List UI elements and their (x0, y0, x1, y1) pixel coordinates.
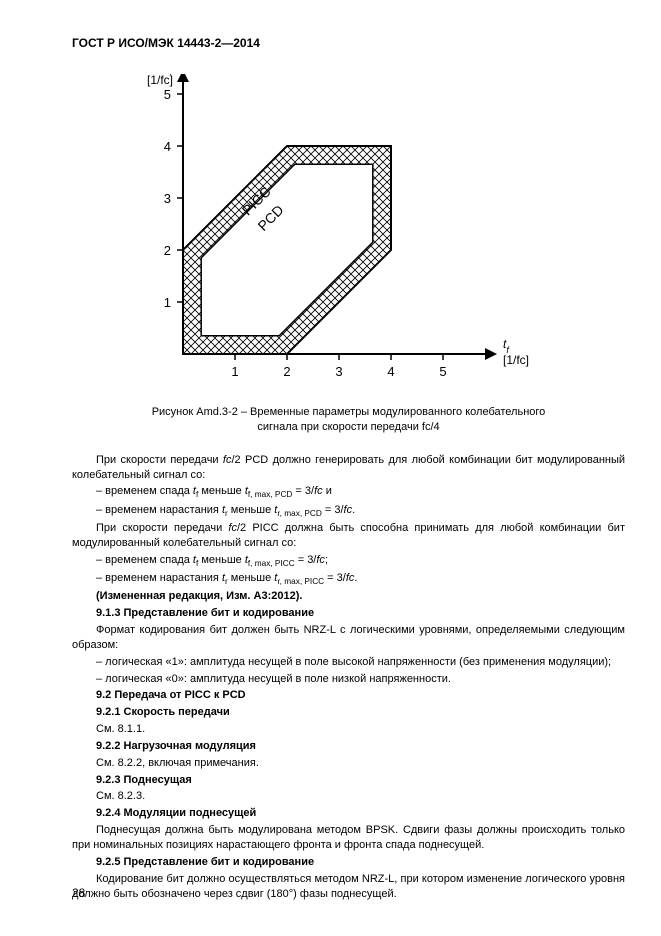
figure-caption: Рисунок Amd.3-2 – Временные параметры мо… (72, 405, 625, 435)
svg-text:2: 2 (283, 364, 290, 379)
svg-text:1: 1 (231, 364, 238, 379)
svg-text:3: 3 (335, 364, 342, 379)
svg-text:[1/fc]: [1/fc] (503, 353, 529, 367)
svg-text:3: 3 (163, 191, 170, 206)
svg-text:4: 4 (387, 364, 394, 379)
page-number: 28 (72, 886, 85, 900)
svg-text:4: 4 (163, 139, 170, 154)
svg-text:1: 1 (163, 295, 170, 310)
doc-header: ГОСТ Р ИСО/МЭК 14443-2—2014 (72, 36, 625, 50)
svg-text:[1/fc]: [1/fc] (146, 74, 172, 87)
timing-chart: 1234512345tr[1/fc]tf[1/fc]PICCPCD (119, 74, 559, 394)
chart-figure: 1234512345tr[1/fc]tf[1/fc]PICCPCD (119, 74, 579, 399)
svg-text:5: 5 (439, 364, 446, 379)
svg-text:5: 5 (163, 87, 170, 102)
svg-text:2: 2 (163, 243, 170, 258)
body-text: При скорости передачи fc/2 PCD должно ге… (72, 453, 625, 902)
